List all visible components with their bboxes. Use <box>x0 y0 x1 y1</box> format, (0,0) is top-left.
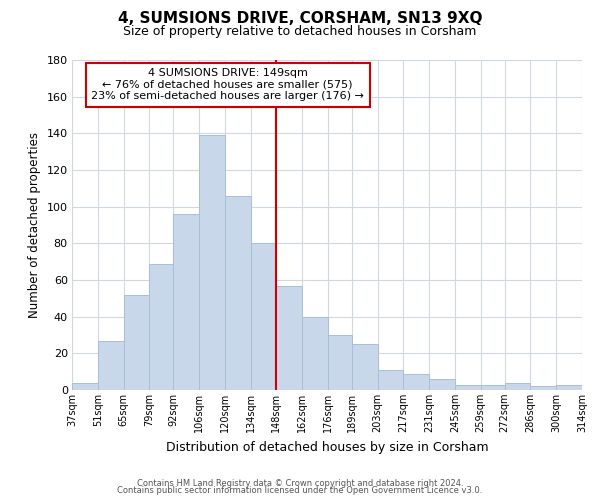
Bar <box>72 382 98 390</box>
Text: 4, SUMSIONS DRIVE, CORSHAM, SN13 9XQ: 4, SUMSIONS DRIVE, CORSHAM, SN13 9XQ <box>118 11 482 26</box>
Bar <box>328 335 352 390</box>
Bar <box>124 294 149 390</box>
Text: Contains HM Land Registry data © Crown copyright and database right 2024.: Contains HM Land Registry data © Crown c… <box>137 478 463 488</box>
Bar <box>149 264 173 390</box>
Bar <box>556 384 582 390</box>
X-axis label: Distribution of detached houses by size in Corsham: Distribution of detached houses by size … <box>166 440 488 454</box>
Bar <box>199 135 225 390</box>
Bar <box>505 382 530 390</box>
Bar <box>225 196 251 390</box>
Bar <box>429 379 455 390</box>
Text: Size of property relative to detached houses in Corsham: Size of property relative to detached ho… <box>124 25 476 38</box>
Bar <box>277 286 302 390</box>
Bar <box>173 214 199 390</box>
Bar <box>455 384 481 390</box>
Bar <box>377 370 403 390</box>
Bar <box>352 344 377 390</box>
Bar <box>403 374 429 390</box>
Text: Contains public sector information licensed under the Open Government Licence v3: Contains public sector information licen… <box>118 486 482 495</box>
Bar <box>98 340 124 390</box>
Bar <box>251 244 277 390</box>
Bar <box>481 384 505 390</box>
Bar <box>530 386 556 390</box>
Y-axis label: Number of detached properties: Number of detached properties <box>28 132 41 318</box>
Text: 4 SUMSIONS DRIVE: 149sqm
← 76% of detached houses are smaller (575)
23% of semi-: 4 SUMSIONS DRIVE: 149sqm ← 76% of detach… <box>91 68 364 102</box>
Bar <box>302 316 328 390</box>
